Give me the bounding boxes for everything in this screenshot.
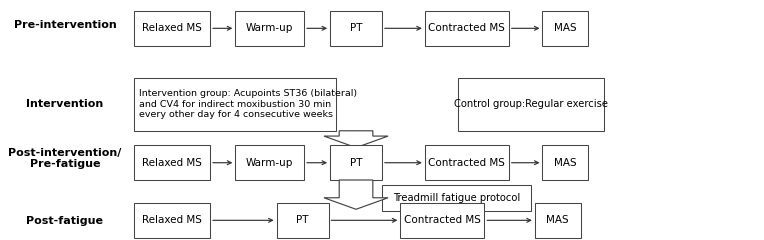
Text: Pre-intervention: Pre-intervention [14, 20, 116, 30]
Text: Post-fatigue: Post-fatigue [27, 216, 103, 226]
Text: Relaxed MS: Relaxed MS [142, 215, 202, 225]
Text: PT: PT [350, 158, 362, 168]
FancyBboxPatch shape [425, 145, 509, 180]
Polygon shape [324, 131, 388, 148]
FancyBboxPatch shape [542, 145, 588, 180]
FancyBboxPatch shape [277, 203, 329, 238]
FancyBboxPatch shape [382, 185, 531, 211]
Text: MAS: MAS [554, 158, 577, 168]
Text: Intervention: Intervention [26, 99, 104, 109]
Text: Relaxed MS: Relaxed MS [142, 158, 202, 168]
Text: Warm-up: Warm-up [246, 23, 293, 33]
Text: PT: PT [296, 215, 309, 225]
Text: Contracted MS: Contracted MS [429, 158, 505, 168]
Text: Warm-up: Warm-up [246, 158, 293, 168]
FancyBboxPatch shape [425, 11, 509, 46]
Text: Relaxed MS: Relaxed MS [142, 23, 202, 33]
FancyBboxPatch shape [542, 11, 588, 46]
FancyBboxPatch shape [330, 145, 382, 180]
FancyBboxPatch shape [330, 11, 382, 46]
FancyBboxPatch shape [235, 11, 304, 46]
Polygon shape [324, 180, 388, 209]
Text: Treadmill fatigue protocol: Treadmill fatigue protocol [393, 193, 520, 203]
Text: MAS: MAS [554, 23, 577, 33]
Text: Contracted MS: Contracted MS [404, 215, 481, 225]
FancyBboxPatch shape [458, 78, 604, 131]
FancyBboxPatch shape [134, 203, 210, 238]
Text: PT: PT [350, 23, 362, 33]
Text: Contracted MS: Contracted MS [429, 23, 505, 33]
FancyBboxPatch shape [134, 145, 210, 180]
FancyBboxPatch shape [235, 145, 304, 180]
FancyBboxPatch shape [134, 11, 210, 46]
Text: Intervention group: Acupoints ST36 (bilateral)
and CV4 for indirect moxibustion : Intervention group: Acupoints ST36 (bila… [139, 90, 358, 119]
FancyBboxPatch shape [400, 203, 484, 238]
Text: MAS: MAS [546, 215, 569, 225]
FancyBboxPatch shape [535, 203, 581, 238]
Text: Post-intervention/
Pre-fatigue: Post-intervention/ Pre-fatigue [8, 148, 121, 169]
FancyBboxPatch shape [134, 78, 336, 131]
Text: Control group:Regular exercise: Control group:Regular exercise [454, 99, 608, 109]
